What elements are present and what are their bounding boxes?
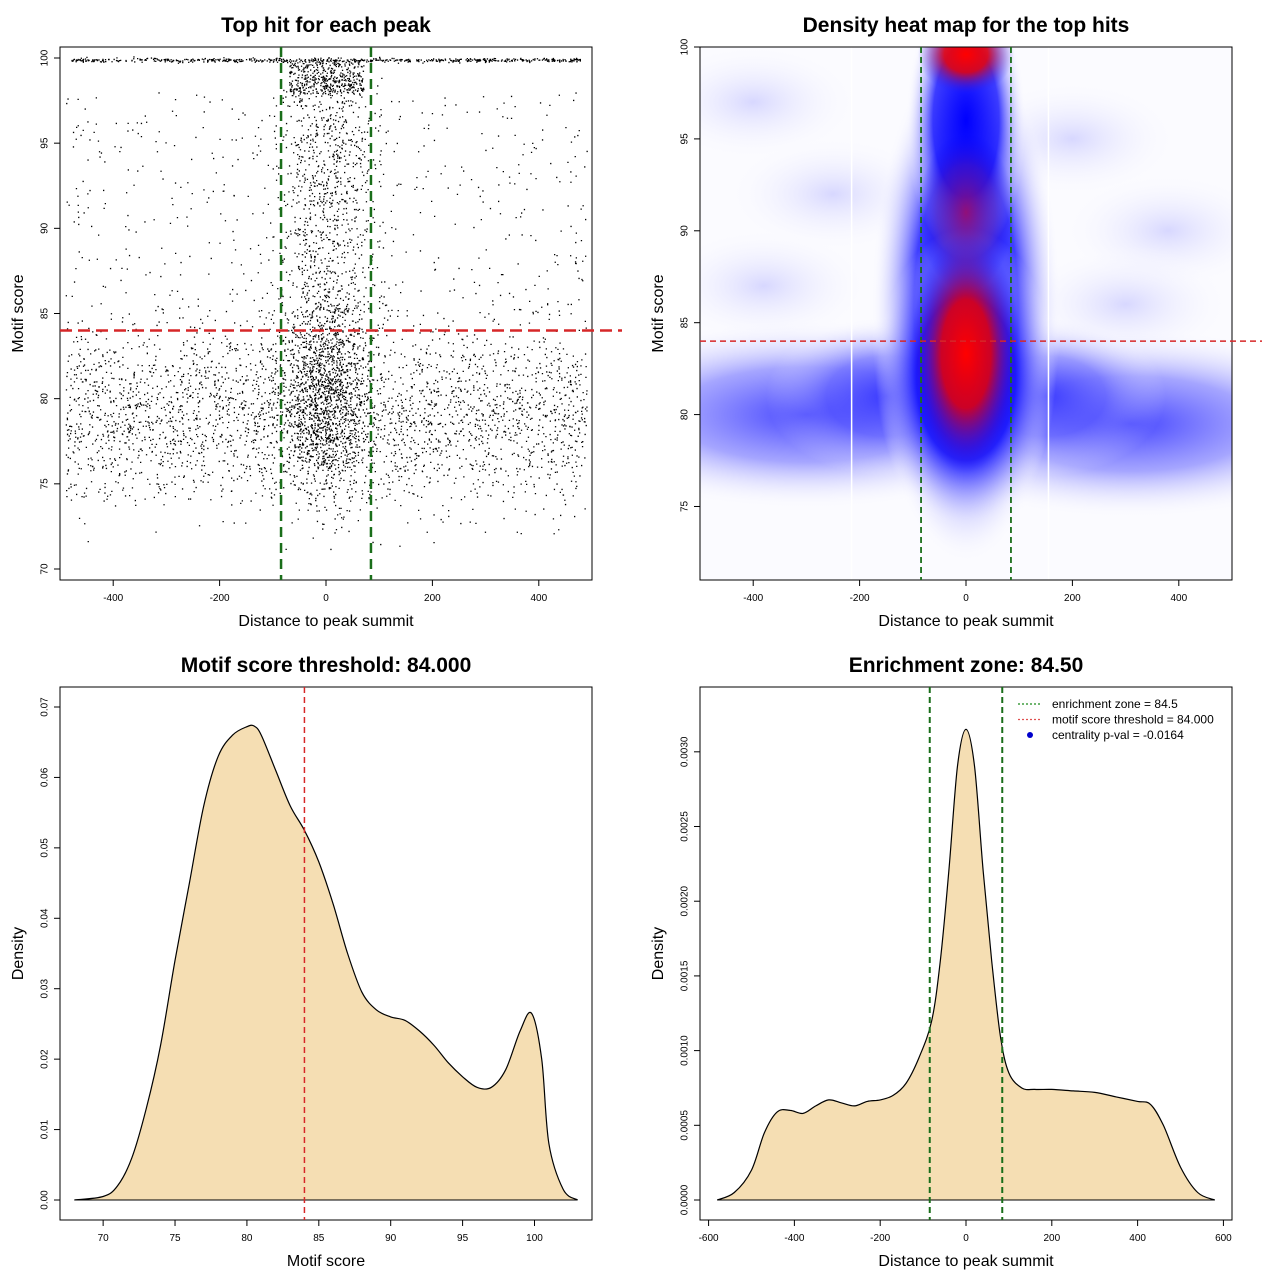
- x-tick-label: -400: [784, 1233, 804, 1244]
- legend-entry-label: enrichment zone = 84.5: [1052, 697, 1178, 711]
- y-tick-label: 100: [40, 49, 51, 66]
- density-curve: [74, 724, 578, 1201]
- x-tick-label: 70: [98, 1233, 110, 1244]
- y-tick-label: 0.06: [40, 767, 51, 787]
- x-tick-label: 600: [1215, 1233, 1232, 1244]
- chart-title: Density heat map for the top hits: [803, 14, 1130, 37]
- plot-frame: [699, 686, 1233, 1221]
- x-tick-label: -600: [699, 1233, 719, 1244]
- y-tick-label: 95: [40, 137, 51, 149]
- x-tick-label: 200: [1043, 1233, 1060, 1244]
- x-tick-label: 400: [1170, 593, 1187, 604]
- y-tick-label: 90: [40, 222, 51, 234]
- chart-title: Motif score threshold: 84.000: [181, 654, 472, 677]
- y-tick-label: 90: [680, 225, 691, 237]
- y-tick-label: 85: [680, 317, 691, 329]
- x-tick-label: 80: [241, 1233, 253, 1244]
- x-tick-label: -400: [743, 593, 763, 604]
- density-curve: [716, 728, 1216, 1201]
- x-tick-label: 95: [457, 1233, 469, 1244]
- x-tick-label: 400: [530, 593, 547, 604]
- y-tick-label: 0.05: [40, 838, 51, 858]
- y-tick-label: 0.02: [40, 1049, 51, 1069]
- y-tick-label: 0.00: [40, 1190, 51, 1210]
- x-tick-label: 200: [1064, 593, 1081, 604]
- x-tick-label: -200: [870, 1233, 890, 1244]
- x-tick-label: 0: [963, 593, 969, 604]
- x-tick-label: -400: [103, 593, 123, 604]
- x-tick-label: 85: [313, 1233, 325, 1244]
- y-tick-label: 0.0010: [680, 1035, 691, 1066]
- x-tick-label: 90: [385, 1233, 397, 1244]
- x-tick-label: 100: [526, 1233, 543, 1244]
- legend-entry-label: centrality p-val = -0.0164: [1052, 728, 1184, 742]
- y-tick-label: 0.0025: [680, 811, 691, 842]
- x-axis-label: Distance to peak summit: [238, 613, 414, 630]
- x-tick-label: 400: [1129, 1233, 1146, 1244]
- y-axis-label: Density: [650, 927, 667, 980]
- legend-point-marker: [1027, 732, 1033, 738]
- density-area: [717, 729, 1215, 1200]
- plot-frame: [59, 46, 593, 581]
- x-tick-label: 75: [169, 1233, 181, 1244]
- y-tick-label: 0.01: [40, 1119, 51, 1139]
- y-tick-label: 0.04: [40, 908, 51, 928]
- y-tick-label: 0.07: [40, 697, 51, 717]
- y-axis-label: Motif score: [650, 274, 667, 352]
- y-axis-label: Density: [10, 927, 27, 980]
- y-tick-label: 0.0020: [680, 885, 691, 916]
- y-tick-label: 0.03: [40, 979, 51, 999]
- scatter-points: [65, 56, 588, 551]
- y-tick-label: 70: [40, 563, 51, 575]
- x-tick-label: 0: [963, 1233, 969, 1244]
- plot-frame: [59, 686, 593, 1221]
- y-tick-label: 85: [40, 308, 51, 320]
- x-tick-label: -200: [850, 593, 870, 604]
- x-tick-label: 200: [424, 593, 441, 604]
- y-tick-label: 0.0005: [680, 1110, 691, 1141]
- y-tick-label: 0.0000: [680, 1184, 691, 1215]
- chart-title: Enrichment zone: 84.50: [849, 654, 1084, 677]
- y-axis-label: Motif score: [10, 274, 27, 352]
- x-axis-label: Distance to peak summit: [878, 1253, 1054, 1270]
- legend: enrichment zone = 84.5 motif score thresh…: [1018, 697, 1214, 742]
- y-tick-label: 75: [40, 478, 51, 490]
- y-tick-label: 80: [680, 409, 691, 421]
- x-axis-label: Distance to peak summit: [878, 613, 1054, 630]
- chart-title: Top hit for each peak: [221, 14, 431, 37]
- y-tick-label: 75: [680, 500, 691, 512]
- x-tick-label: -200: [210, 593, 230, 604]
- y-tick-label: 0.0030: [680, 736, 691, 767]
- y-tick-label: 95: [680, 133, 691, 145]
- density-area: [74, 725, 578, 1200]
- x-axis-label: Motif score: [287, 1253, 365, 1270]
- legend-entry-label: motif score threshold = 84.000: [1052, 713, 1214, 727]
- y-tick-label: 80: [40, 393, 51, 405]
- y-tick-label: 100: [680, 38, 691, 55]
- y-tick-label: 0.0015: [680, 960, 691, 991]
- x-tick-label: 0: [323, 593, 329, 604]
- scatter-point-cloud: [65, 56, 588, 551]
- plot-frame: [699, 46, 1233, 581]
